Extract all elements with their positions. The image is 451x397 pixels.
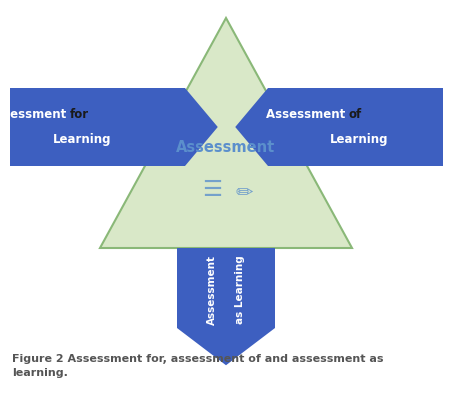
Text: Learning: Learning bbox=[53, 133, 111, 146]
Text: Figure 2 Assessment for, assessment of and assessment as: Figure 2 Assessment for, assessment of a… bbox=[12, 354, 382, 364]
Text: Assessment: Assessment bbox=[176, 141, 275, 156]
Text: Assessment: Assessment bbox=[207, 255, 216, 325]
Polygon shape bbox=[235, 88, 442, 166]
Text: as Learning: as Learning bbox=[235, 256, 244, 324]
Text: Learning: Learning bbox=[329, 133, 387, 146]
Text: of: of bbox=[348, 108, 361, 121]
Text: Assessment: Assessment bbox=[0, 108, 70, 121]
Polygon shape bbox=[177, 248, 274, 365]
Text: ✏: ✏ bbox=[235, 182, 252, 202]
Polygon shape bbox=[10, 88, 217, 166]
Text: for: for bbox=[70, 108, 89, 121]
Text: Assessment: Assessment bbox=[265, 108, 348, 121]
Polygon shape bbox=[100, 18, 351, 248]
Text: ☰: ☰ bbox=[202, 180, 221, 200]
Text: learning.: learning. bbox=[12, 368, 68, 378]
